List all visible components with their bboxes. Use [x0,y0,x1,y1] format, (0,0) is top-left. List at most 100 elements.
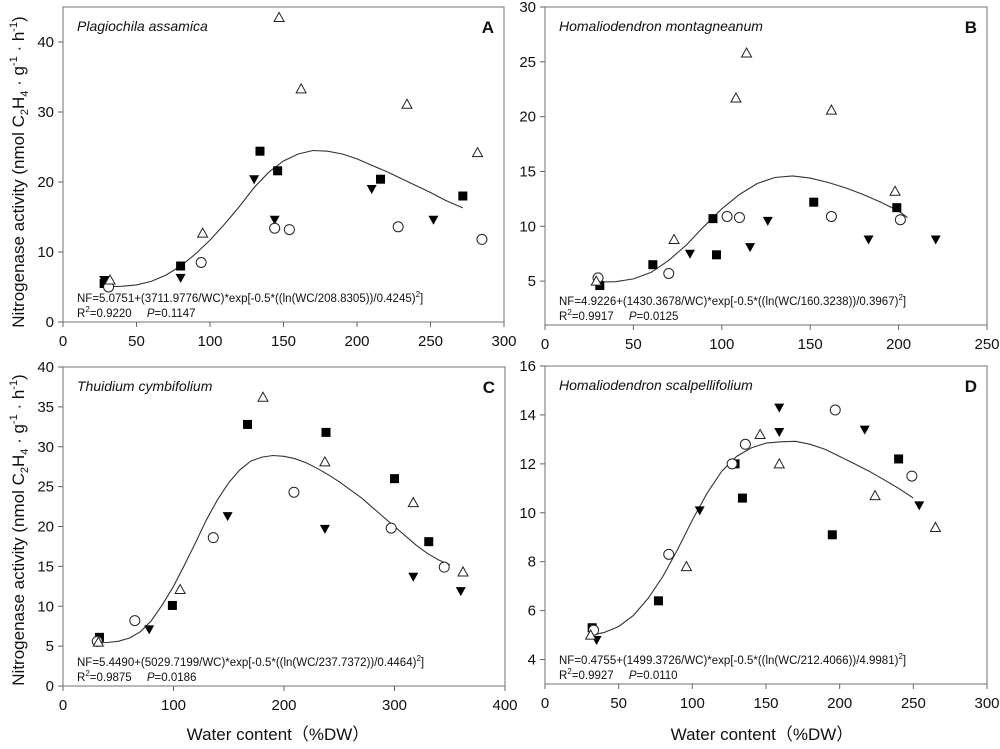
data-point-square [711,250,721,260]
data-point-triangle-up [773,457,786,469]
data-point-triangle-down [859,425,870,435]
y-tick-label: 15 [37,558,54,575]
series-circle [103,221,488,293]
y-tick-label: 35 [37,399,54,416]
data-point-circle [207,532,219,544]
series-triangle-down [99,175,439,285]
data-point-circle [195,257,207,268]
data-point-triangle-up [584,629,597,640]
data-point-triangle-down [249,175,260,185]
y-tick-label: 8 [528,554,536,571]
data-point-triangle-down [774,428,785,438]
species-name: Homaliodendron montagneanum [559,18,763,34]
fit-curve [599,175,908,283]
y-tick-label: 20 [519,109,536,126]
x-tick-label: 100 [709,336,734,353]
fit-equation: NF=0.4755+(1499.3726/WC)*exp[-0.5*((ln(W… [559,652,906,667]
y-tick-label: 10 [37,598,54,615]
panel-b: 0 50 100 150 200 250 5 10 15 20 25 30 Homaliodendron… [519,0,999,353]
panel-a: 0 50 100 150 200 250 300 0 10 20 30 40 Plagiochila a… [37,6,517,350]
data-point-square [894,454,904,464]
y-tick-label: 40 [37,359,54,376]
data-point-triangle-up [273,11,285,22]
x-tick-label: 50 [128,333,145,350]
y-tick-label: 25 [519,54,536,71]
data-point-triangle-up [825,104,838,115]
data-point-square [273,166,283,176]
y-tick-label: 14 [519,407,536,424]
data-point-triangle-down [863,235,874,245]
data-point-triangle-up [471,146,484,158]
series-triangle-down [591,403,925,645]
data-point-triangle-up [401,98,413,109]
data-point-triangle-down [914,501,925,511]
panel-d: 0 50 100 150 200 250 300 4 6 8 10 12 14 16 Homaliodend… [519,358,999,712]
y-tick-label: 25 [37,479,54,496]
y-tick-label: 30 [37,439,54,456]
y-tick-label: 15 [519,163,536,180]
fit-curve [96,454,451,644]
x-tick-label: 150 [798,336,823,353]
data-point-circle [733,212,745,224]
series-triangle-up [92,391,469,647]
data-point-square [376,174,386,184]
data-point-triangle-up [590,275,603,286]
x-tick-label: 400 [492,697,517,714]
fit-stats: R2=0.9875 P=0.0186 [77,669,196,684]
data-point-circle [663,548,675,560]
data-point-square [653,596,663,606]
x-tick-label: 0 [541,695,549,712]
series-square [99,146,468,288]
series-triangle-up [104,11,484,285]
y-tick-label: 40 [37,34,54,51]
data-point-circle [269,222,281,234]
y-tick-label: 5 [46,638,54,655]
y-tick-label: 30 [37,104,54,121]
data-point-circle [476,233,488,245]
data-point-triangle-down [455,587,466,597]
data-point-triangle-down [745,243,756,253]
data-point-circle [663,267,675,279]
panel-c: 0 100 200 300 400 0 5 10 15 20 25 30 35 40 Thuidium cy… [37,359,517,714]
data-point-triangle-down [762,216,773,226]
x-tick-label: 250 [418,333,443,350]
data-point-square [809,197,819,207]
data-point-circle [438,561,450,573]
x-tick-label: 150 [753,695,778,712]
panel-letter: D [965,377,977,396]
data-point-circle [721,210,733,222]
data-point-square [243,419,253,429]
series-circle [592,210,906,284]
series-triangle-up [584,428,942,640]
y-tick-label: 4 [528,652,536,669]
fit-stats: R2=0.9917 P=0.0125 [559,308,678,323]
plot-frame [544,6,988,326]
data-point-circle [392,221,404,233]
data-point-triangle-up [929,521,942,532]
series-circle [91,486,450,647]
y-tick-label: 0 [46,678,54,695]
series-square [587,454,904,633]
x-tick-label: 300 [491,333,516,350]
x-tick-label: 200 [886,336,911,353]
x-tick-label: 300 [974,695,999,712]
data-point-circle [288,486,300,498]
data-point-square [255,146,265,156]
data-point-triangle-up [295,82,307,94]
data-point-triangle-down [222,512,233,522]
data-point-circle [894,214,906,226]
x-tick-label: 150 [271,333,296,350]
x-tick-label: 250 [974,336,999,353]
data-point-square [708,214,718,224]
data-point-circle [739,438,751,450]
x-tick-label: 0 [541,336,549,353]
species-name: Plagiochila assamica [77,18,208,34]
data-point-triangle-up [104,273,116,285]
fit-curve [591,440,914,636]
y-tick-label: 12 [519,456,536,473]
data-point-circle [906,470,918,482]
y-tick-label: 10 [37,244,54,261]
data-point-triangle-up [319,455,331,467]
data-point-triangle-up [680,560,693,572]
